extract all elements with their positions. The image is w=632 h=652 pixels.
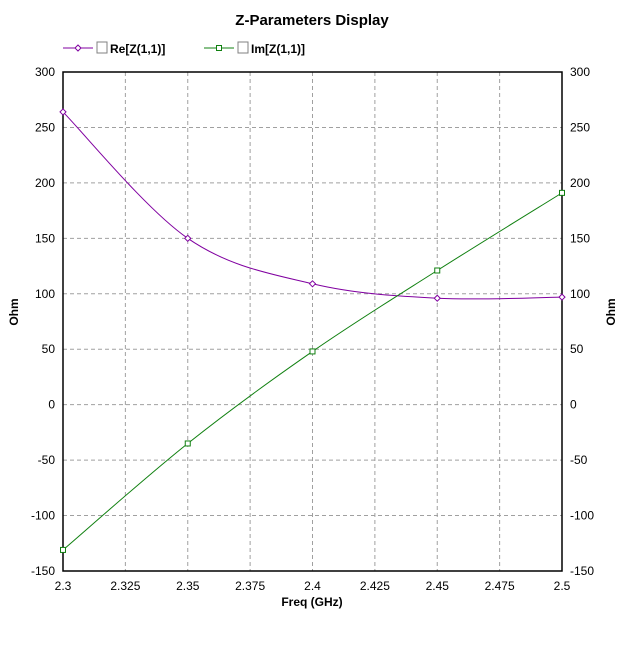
y-tick-label-left: 200 <box>35 176 55 190</box>
grid <box>63 72 562 571</box>
data-point-square <box>309 348 316 355</box>
y-tick-label-right: 100 <box>570 287 590 301</box>
x-tick-label: 2.375 <box>235 579 265 593</box>
legend-checkbox <box>96 41 108 54</box>
legend-label-1: Im[Z(1,1)] <box>251 42 305 56</box>
x-tick-label: 2.45 <box>426 579 450 593</box>
y-tick-label-right: 200 <box>570 176 590 190</box>
chart-title: Z-Parameters Display <box>235 12 389 29</box>
y-tick-label-left: 0 <box>48 398 55 412</box>
data-point-square <box>434 267 441 274</box>
x-axis-label: Freq (GHz) <box>281 595 342 609</box>
data-point-square <box>184 440 191 447</box>
y-tick-label-right: 0 <box>570 398 577 412</box>
y-tick-label-right: 250 <box>570 120 590 134</box>
data-point-diamond <box>74 44 82 52</box>
y-tick-label-right: -50 <box>570 453 588 467</box>
x-tick-label: 2.5 <box>554 579 571 593</box>
y-tick-label-right: 150 <box>570 231 590 245</box>
y-tick-label-right: 50 <box>570 342 584 356</box>
y-tick-label-left: -100 <box>31 509 55 523</box>
legend-checkbox <box>237 41 249 54</box>
x-tick-label: 2.475 <box>485 579 515 593</box>
y-tick-label-left: -50 <box>38 453 56 467</box>
legend: Re[Z(1,1)] Im[Z(1,1)] <box>63 41 305 56</box>
data-point-diamond <box>59 108 67 116</box>
plot-frame <box>62 71 563 572</box>
data-point-diamond <box>558 293 566 301</box>
series-line-1 <box>62 192 563 551</box>
legend-label-0: Re[Z(1,1)] <box>110 42 165 56</box>
y-tick-label-left: 300 <box>35 65 55 79</box>
data-point-square <box>559 189 565 196</box>
x-tick-label: 2.4 <box>304 579 321 593</box>
y-axis-label-right: Ohm <box>604 298 618 325</box>
x-tick-label: 2.3 <box>55 579 72 593</box>
x-tick-label: 2.325 <box>110 579 140 593</box>
y-tick-label-left: -150 <box>31 564 55 578</box>
data-point-square <box>216 45 222 51</box>
y-tick-label-right: -100 <box>570 509 594 523</box>
y-tick-label-left: 150 <box>35 231 55 245</box>
data-point-diamond <box>184 234 192 243</box>
y-axis-label-left: Ohm <box>7 298 21 325</box>
data-point-diamond <box>433 294 441 302</box>
y-tick-label-left: 250 <box>35 120 55 134</box>
y-tick-label-right: -150 <box>570 564 594 578</box>
data-point-diamond <box>308 280 317 288</box>
y-tick-label-right: 300 <box>570 65 590 79</box>
x-tick-label: 2.425 <box>360 579 390 593</box>
data-point-square <box>60 546 66 553</box>
y-tick-label-left: 50 <box>42 342 56 356</box>
y-tick-label-left: 100 <box>35 287 55 301</box>
x-tick-label: 2.35 <box>176 579 200 593</box>
